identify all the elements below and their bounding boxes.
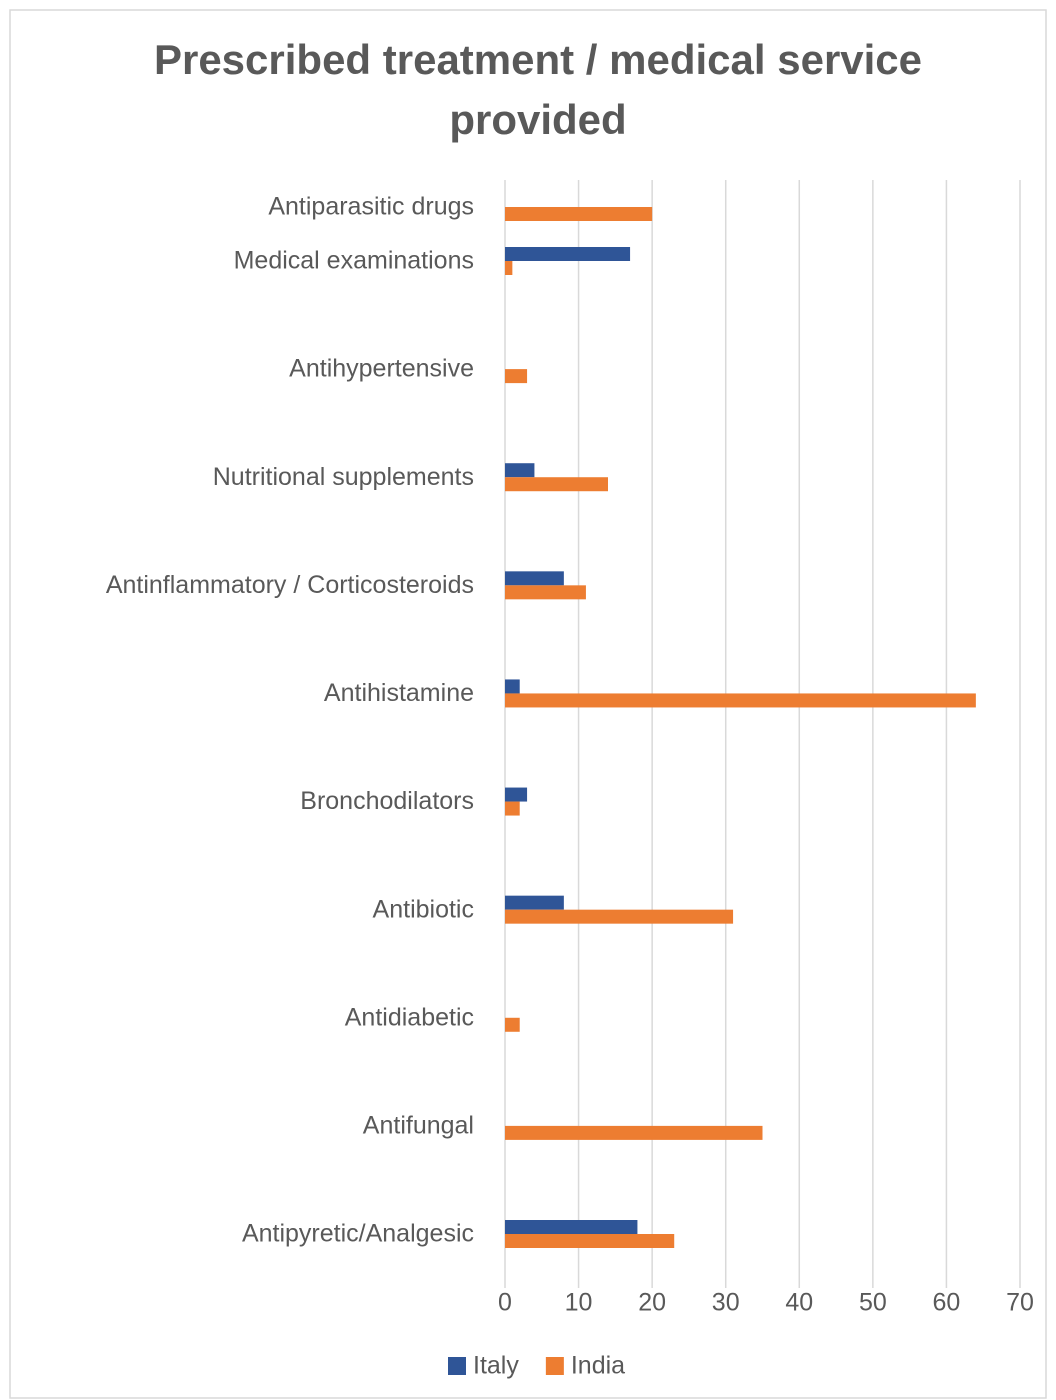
x-tick-label: 30 bbox=[712, 1289, 740, 1317]
bar bbox=[505, 787, 528, 802]
chart-title: Prescribed treatment / medical service p… bbox=[153, 36, 923, 143]
bar bbox=[505, 895, 564, 910]
bar bbox=[505, 1234, 675, 1248]
bar bbox=[505, 247, 631, 261]
bar bbox=[505, 261, 513, 275]
x-tick-label: 60 bbox=[933, 1289, 961, 1317]
y-tick-label: Antidiabetic bbox=[345, 1003, 474, 1031]
bar bbox=[505, 909, 734, 924]
y-tick-label: Antinflammatory / Corticosteroids bbox=[106, 571, 474, 599]
bar bbox=[505, 463, 535, 478]
x-tick-label: 70 bbox=[1006, 1289, 1034, 1317]
y-tick-label: Antiparasitic drugs bbox=[268, 193, 474, 221]
bar bbox=[505, 1125, 763, 1140]
y-tick-label: Bronchodilators bbox=[300, 787, 474, 815]
y-tick-label: Nutritional supplements bbox=[213, 463, 474, 491]
bar bbox=[505, 477, 608, 492]
bar bbox=[505, 207, 653, 221]
legend-swatch bbox=[448, 1357, 466, 1375]
bar bbox=[505, 801, 520, 816]
bar bbox=[505, 1220, 638, 1234]
legend-swatch bbox=[545, 1357, 564, 1375]
y-tick-label: Antifungal bbox=[363, 1111, 474, 1139]
y-tick-label: Antihypertensive bbox=[289, 355, 474, 383]
legend-label: India bbox=[571, 1352, 625, 1380]
x-tick-label: 0 bbox=[498, 1289, 512, 1317]
chart-frame bbox=[9, 9, 1047, 1399]
y-tick-label: Antibiotic bbox=[373, 895, 474, 923]
y-tick-label: Medical examinations bbox=[234, 247, 474, 275]
bar bbox=[505, 679, 520, 694]
x-tick-label: 50 bbox=[859, 1289, 887, 1317]
bar bbox=[505, 585, 586, 600]
bar bbox=[505, 369, 528, 384]
bar bbox=[505, 571, 564, 586]
x-tick-label: 40 bbox=[785, 1289, 813, 1317]
legend-label: Italy bbox=[473, 1352, 519, 1380]
x-tick-label: 10 bbox=[565, 1289, 593, 1317]
y-tick-label: Antipyretic/Analgesic bbox=[242, 1220, 474, 1248]
bar bbox=[505, 1017, 520, 1032]
bar bbox=[505, 693, 976, 708]
x-tick-label: 20 bbox=[638, 1289, 666, 1317]
y-tick-label: Antihistamine bbox=[324, 679, 474, 707]
